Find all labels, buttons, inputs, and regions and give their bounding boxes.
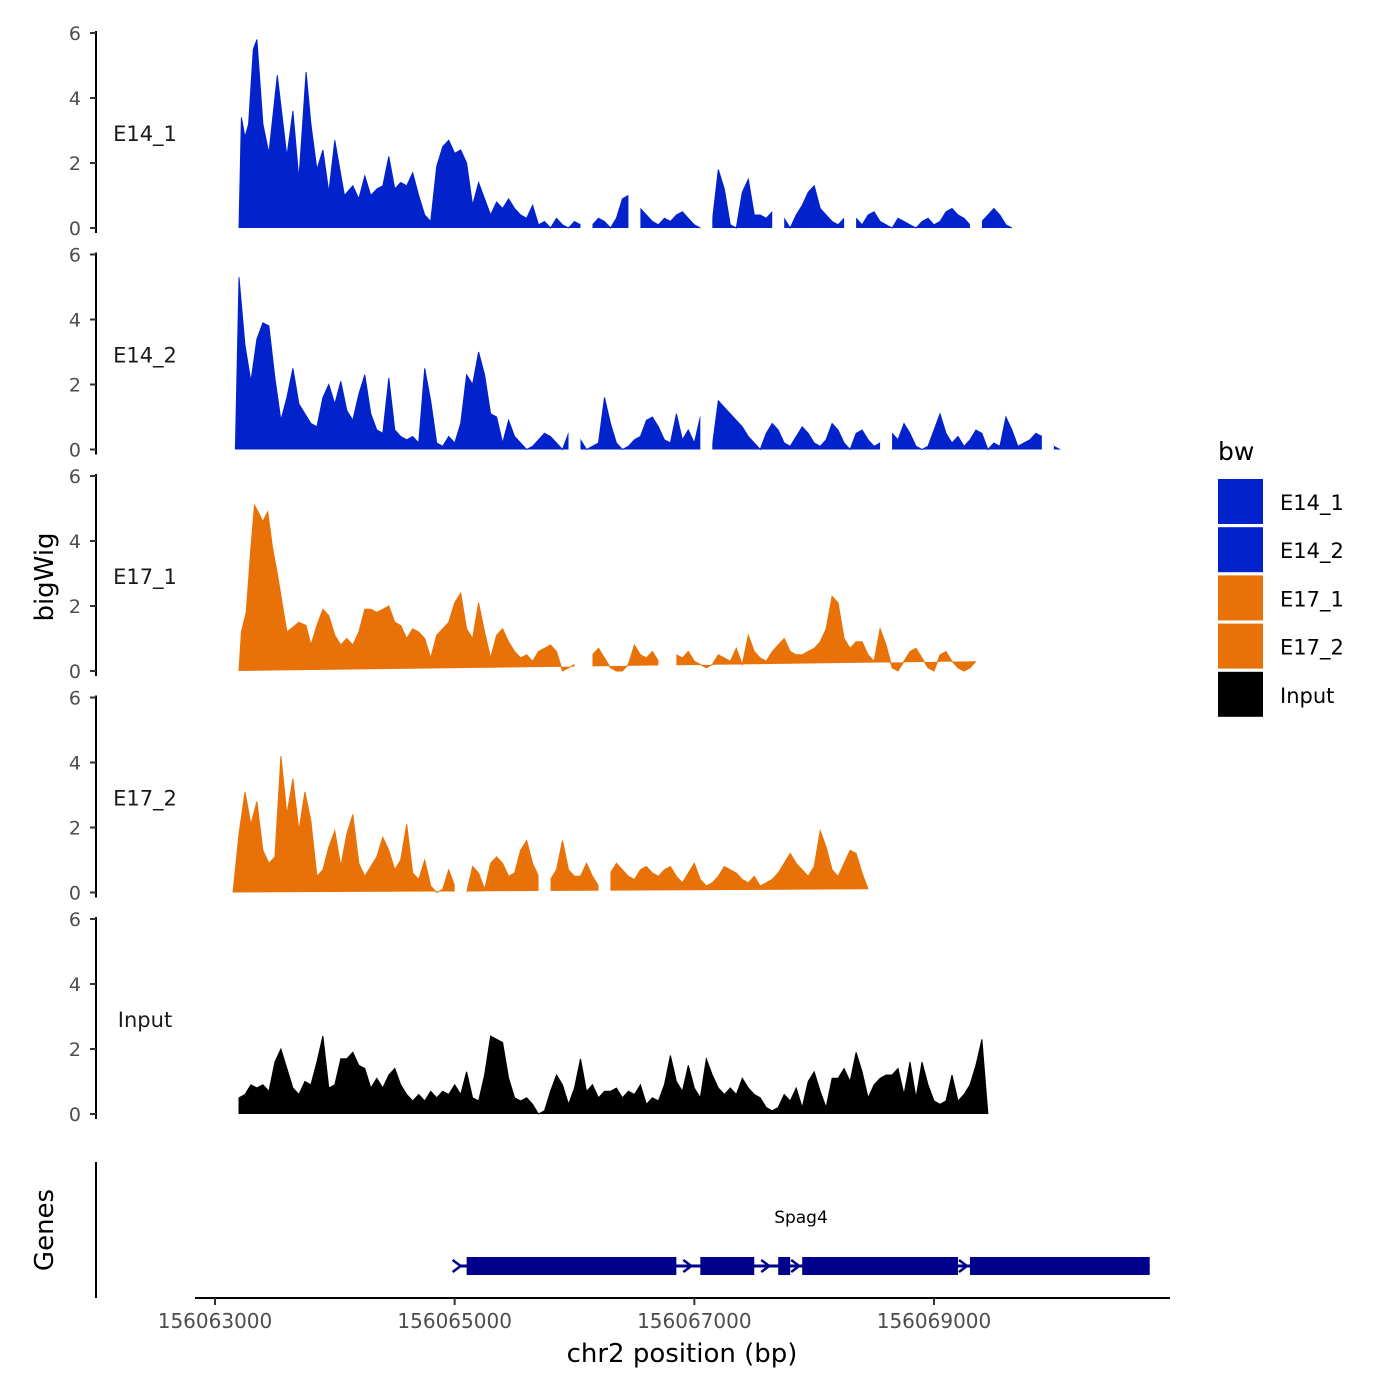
area-E14_2 <box>234 277 1061 451</box>
track-E17_1: 0 2 4 6 E17_1 <box>69 466 1030 683</box>
genes-axis-title: Genes <box>30 1189 60 1271</box>
legend-label: E17_2 <box>1280 636 1344 661</box>
y-tick-label: 2 <box>69 153 81 175</box>
track-label: Input <box>118 1008 172 1032</box>
x-axis-title: chr2 position (bp) <box>567 1339 798 1369</box>
area-E17_2 <box>232 755 869 894</box>
legend-swatch-E14_1 <box>1218 479 1263 524</box>
y-tick-label: 4 <box>69 310 81 332</box>
strand-arrow <box>790 1259 802 1273</box>
coverage-gap <box>975 476 988 673</box>
coverage-gap <box>454 697 467 895</box>
area-Input <box>238 1035 989 1115</box>
coverage-gap <box>700 33 713 230</box>
y-tick-label: 4 <box>69 753 81 775</box>
legend-label: Input <box>1280 684 1334 708</box>
exon <box>466 1257 677 1275</box>
area-E14_1 <box>238 39 1013 230</box>
legend: bw E14_1 E14_2 E17_1 E17_2 Input <box>1218 437 1344 717</box>
x-tick-label: 156069000 <box>877 1309 992 1333</box>
track-label: E14_2 <box>113 344 177 369</box>
legend-swatch-Input <box>1218 671 1263 717</box>
y-tick-label: 0 <box>69 440 81 462</box>
area-E17_1 <box>238 503 977 672</box>
y-tick-label: 2 <box>69 1039 81 1061</box>
coverage-gap <box>969 33 982 230</box>
y-tick-label: 0 <box>69 883 81 905</box>
coverage-gap <box>580 33 593 230</box>
coverage-gap <box>574 476 593 673</box>
coverage-gap <box>880 254 893 452</box>
coverage-gap <box>844 33 857 230</box>
y-tick-label: 2 <box>69 818 81 840</box>
legend-swatch-E14_2 <box>1218 527 1263 573</box>
bigwig-tracks: 0 2 4 6 E14_1 0 2 4 6 E14_2 0 2 4 6 E17_1 0 2 4 6 E17_2 0 2 4 6… <box>69 23 1108 1126</box>
strand-arrow <box>682 1259 694 1273</box>
coverage-gap <box>568 254 581 452</box>
track-label: E14_1 <box>113 122 177 147</box>
legend-label: E17_1 <box>1280 587 1344 612</box>
y-tick-label: 6 <box>69 245 81 267</box>
y-tick-label: 6 <box>69 688 81 710</box>
strand-arrow <box>451 1259 463 1273</box>
exon <box>969 1257 1150 1275</box>
x-tick-label: 156067000 <box>637 1309 752 1333</box>
track-E14_2: 0 2 4 6 E14_2 <box>69 245 1061 462</box>
coverage-gap <box>1017 476 1030 673</box>
legend-swatch-E17_2 <box>1218 623 1263 669</box>
coverage-gap <box>700 254 713 452</box>
track-E14_1: 0 2 4 6 E14_1 <box>69 23 1108 240</box>
coverage-gap <box>1065 33 1084 230</box>
y-tick-label: 4 <box>69 531 81 553</box>
exon <box>778 1257 791 1275</box>
track-Input: 0 2 4 6 Input <box>69 909 989 1126</box>
y-tick-label: 2 <box>69 375 81 397</box>
y-tick-label: 4 <box>69 974 81 996</box>
coverage-gap <box>772 33 785 230</box>
y-tick-label: 0 <box>69 1104 81 1126</box>
y-tick-label: 0 <box>69 661 81 683</box>
coverage-gap <box>538 697 551 895</box>
legend-label: E14_2 <box>1280 539 1344 564</box>
y-tick-label: 2 <box>69 596 81 618</box>
x-tick-label: 156065000 <box>397 1309 512 1333</box>
coverage-gap <box>1041 254 1054 452</box>
strand-arrow <box>958 1259 970 1273</box>
gene-model <box>451 1257 1150 1275</box>
legend-swatch-E17_1 <box>1218 575 1263 621</box>
gene-name-label: Spag4 <box>774 1208 828 1228</box>
exon <box>700 1257 755 1275</box>
y-tick-label: 6 <box>69 909 81 931</box>
y-axis-title: bigWig <box>30 532 60 621</box>
legend-title: bw <box>1218 437 1254 466</box>
exon <box>802 1257 958 1275</box>
y-tick-label: 0 <box>69 218 81 240</box>
coverage-gap <box>628 33 641 230</box>
coverage-gap <box>658 476 677 673</box>
y-tick-label: 6 <box>69 23 81 45</box>
strand-arrow <box>760 1259 772 1273</box>
x-tick-label: 156063000 <box>158 1309 273 1333</box>
y-tick-label: 6 <box>69 466 81 488</box>
x-axis: 156063000 156065000 156067000 156069000 chr… <box>158 1297 1170 1369</box>
track-label: E17_2 <box>113 787 177 812</box>
coverage-gap <box>598 697 611 895</box>
coverage-gap <box>1099 33 1108 230</box>
genes-panel: Genes Spag4 <box>30 1162 1150 1298</box>
legend-label: E14_1 <box>1280 491 1344 516</box>
coverage-gap <box>898 697 911 895</box>
y-tick-label: 4 <box>69 88 81 110</box>
track-E17_2: 0 2 4 6 E17_2 <box>69 688 911 905</box>
track-label: E17_1 <box>113 565 177 590</box>
